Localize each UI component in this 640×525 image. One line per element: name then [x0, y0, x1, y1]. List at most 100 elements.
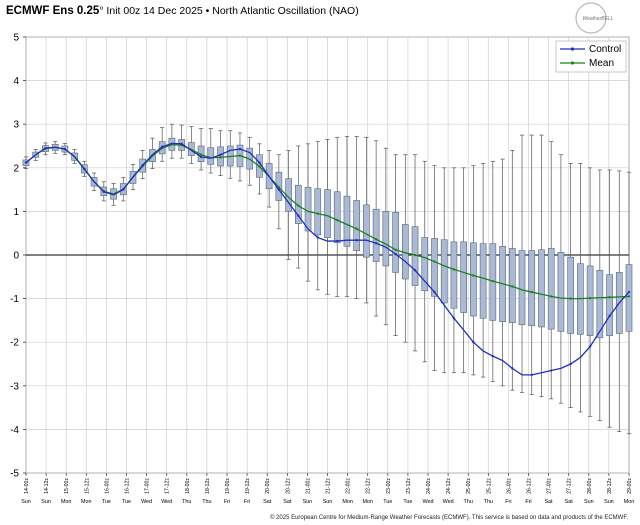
x-day-label: Thu: [484, 499, 493, 505]
y-tick-label: 4: [13, 76, 19, 87]
title-degree: °: [99, 5, 103, 17]
control-point: [122, 188, 125, 191]
legend-control-label: Control: [589, 44, 621, 55]
x-day-label: Sat: [283, 499, 292, 505]
control-point: [238, 147, 242, 151]
iqr-box: [606, 274, 613, 336]
iqr-box: [586, 265, 594, 336]
iqr-box: [431, 238, 438, 297]
iqr-box: [372, 208, 380, 262]
control-point: [394, 252, 397, 256]
x-date-label: 20-12z: [285, 478, 291, 494]
control-point: [316, 236, 319, 239]
control-point: [608, 314, 611, 318]
iqr-box: [547, 248, 555, 330]
x-day-label: Sun: [21, 499, 31, 505]
x-day-label: Sat: [545, 499, 554, 505]
control-point: [491, 354, 495, 358]
title-description: Init 00z 14 Dec 2025 • North Atlantic Os…: [104, 5, 359, 17]
logo-text: WeatherBELL: [582, 16, 613, 22]
y-tick-label: 2: [13, 163, 19, 174]
control-point: [336, 239, 339, 243]
mean-point: [374, 238, 378, 241]
y-tick-label: -4: [10, 425, 19, 436]
x-date-label: 16-12z: [125, 478, 131, 494]
x-day-label: Mon: [624, 499, 635, 505]
mean-point: [549, 295, 553, 298]
mean-point: [627, 295, 631, 298]
x-date-label: 18-12z: [205, 478, 211, 494]
control-point: [627, 290, 631, 294]
x-day-label: Sun: [584, 499, 594, 505]
x-date-label: 24-12z: [446, 478, 452, 494]
x-day-label: Mon: [81, 499, 92, 505]
weatherbell-logo: WeatherBELL: [575, 2, 614, 34]
x-day-label: Thu: [182, 499, 191, 505]
x-date-label: 27-12z: [567, 478, 573, 494]
x-date-label: 14-12z: [44, 478, 50, 494]
y-tick-label: 1: [13, 207, 19, 218]
x-day-label: Fri: [244, 499, 250, 505]
mean-point: [433, 260, 436, 263]
iqr-box: [363, 204, 370, 258]
iqr-box: [557, 252, 565, 332]
x-day-label: Tue: [383, 499, 392, 505]
iqr-box: [295, 184, 302, 224]
x-date-label: 16-00z: [104, 478, 110, 494]
y-tick-label: 0: [13, 251, 19, 262]
x-date-label: 23-00z: [386, 478, 392, 494]
control-point: [433, 290, 436, 294]
x-date-label: 29-00z: [627, 478, 633, 494]
iqr-box: [324, 189, 331, 238]
x-day-label: Tue: [403, 499, 412, 505]
iqr-box: [450, 241, 458, 309]
y-axis: 5 4 3 2 1 0 -1 -2 -3 -4 -5: [10, 33, 26, 480]
iqr-box: [625, 264, 633, 332]
legend-box: [555, 40, 627, 73]
legend-control-marker: [570, 47, 575, 51]
y-tick-label: 5: [13, 33, 19, 44]
iqr-box: [518, 250, 526, 326]
control-point: [569, 362, 572, 366]
x-date-label: 23-12z: [406, 478, 412, 494]
control-point: [199, 155, 203, 159]
mean-point: [355, 227, 358, 231]
y-tick-label: -5: [10, 469, 19, 480]
control-point: [277, 188, 281, 191]
x-day-label: Sun: [323, 499, 333, 505]
legend-mean-label: Mean: [589, 58, 614, 69]
iqr-box: [596, 269, 604, 339]
y-tick-label: -1: [10, 294, 19, 305]
x-date-label: 22-00z: [346, 478, 352, 494]
x-day-label: Fri: [505, 499, 511, 505]
x-date-label: 17-12z: [165, 478, 171, 494]
mean-point: [511, 285, 514, 288]
x-day-label: Fri: [525, 499, 531, 505]
x-date-label: 26-12z: [527, 478, 533, 494]
control-point: [160, 145, 164, 149]
control-point: [180, 142, 183, 146]
iqr-box: [343, 195, 351, 247]
x-day-label: Sun: [41, 499, 51, 505]
mean-point: [394, 248, 397, 251]
iqr-box: [421, 237, 429, 292]
iqr-box: [314, 188, 322, 236]
mean-point: [588, 296, 592, 300]
control-point: [511, 367, 514, 370]
control-point: [219, 153, 222, 156]
mean-point: [258, 165, 261, 168]
x-date-label: 18-00z: [185, 478, 191, 494]
mean-point: [297, 204, 300, 207]
control-point: [297, 214, 300, 217]
y-tick-label: -2: [10, 338, 19, 349]
iqr-box: [304, 187, 312, 232]
iqr-box: [392, 211, 399, 273]
iqr-box: [479, 243, 487, 319]
legend-mean-marker: [570, 61, 575, 65]
x-day-label: Mon: [362, 499, 373, 505]
control-line: [25, 142, 630, 376]
x-day-label: Sun: [303, 499, 313, 505]
y-tick-label: -3: [10, 381, 19, 392]
chart-title: ECMWF Ens 0.25° Init 00z 14 Dec 2025 • N…: [6, 5, 359, 17]
